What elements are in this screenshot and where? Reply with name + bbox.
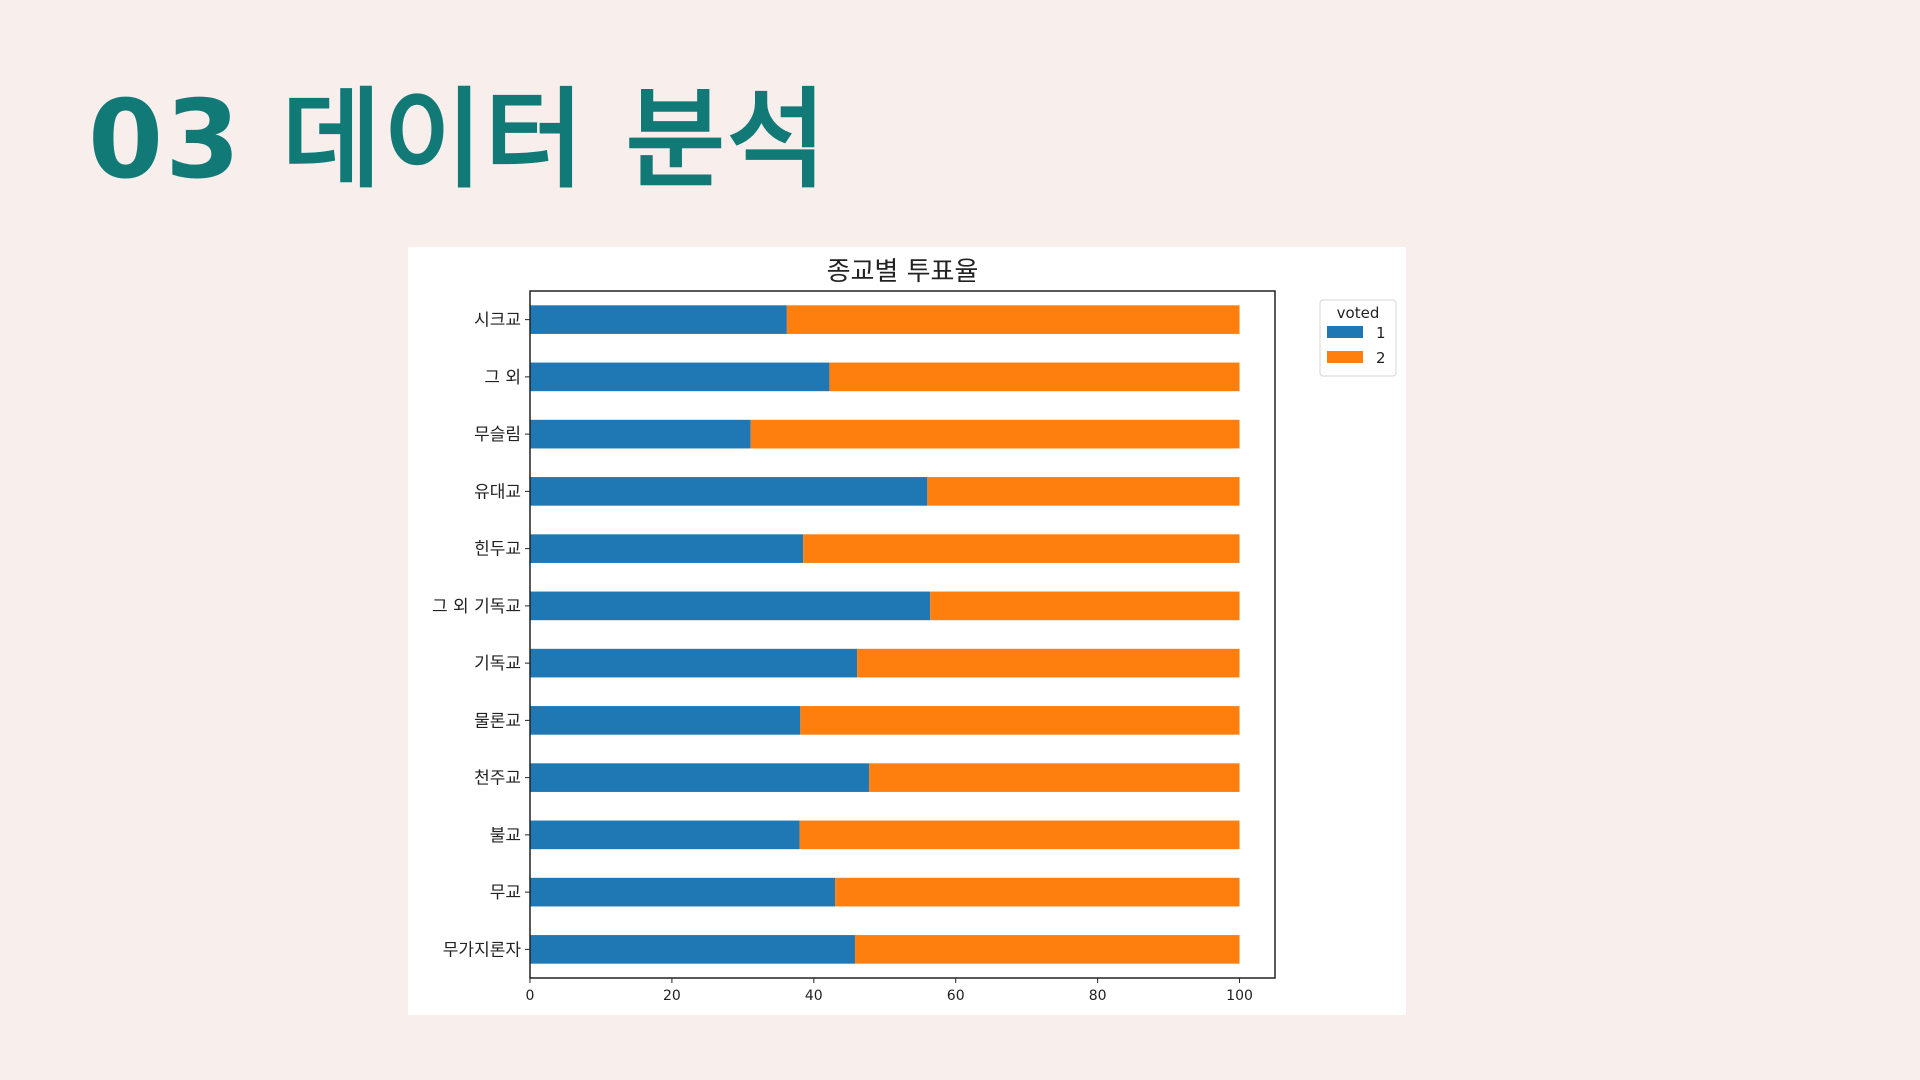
bar-segment-series-1 <box>530 534 804 563</box>
plot-frame <box>529 290 1276 979</box>
bar-segment-series-2 <box>835 877 1240 907</box>
chart-panel: 종교별 투표율 무가지론자 무교 불교 천주교 물론교 기독교 그 외 기독교 힌두교 유대교 무… <box>408 247 1406 1015</box>
bar-segment-series-2 <box>829 362 1240 392</box>
bar-segment-series-1 <box>530 820 800 850</box>
slide-title: 03 데이터 분석 <box>88 78 829 203</box>
bar-segment-series-2 <box>854 935 1240 964</box>
bar-segment-series-1 <box>530 305 787 334</box>
x-tick-label: 0 <box>526 988 535 1004</box>
x-tick-label: 40 <box>805 988 823 1004</box>
bar-segment-series-1 <box>530 648 858 678</box>
category-label: 무교 <box>490 883 521 903</box>
legend-title: voted <box>1337 304 1380 322</box>
bar-segment-series-1 <box>530 419 751 449</box>
category-label: 그 외 기독교 <box>432 597 521 617</box>
bar-segment-series-2 <box>799 820 1240 850</box>
bars-layer <box>530 305 1240 964</box>
bar-segment-series-2 <box>800 706 1240 735</box>
x-tick-label: 80 <box>1089 988 1107 1004</box>
category-label: 물론교 <box>474 711 521 731</box>
x-tick-label: 100 <box>1226 988 1253 1004</box>
bar-segment-series-1 <box>530 877 836 907</box>
bar-segment-series-2 <box>869 763 1240 792</box>
legend-swatch <box>1327 326 1363 338</box>
y-axis-labels: 무가지론자 무교 불교 천주교 물론교 기독교 그 외 기독교 힌두교 유대교 무슬림 그 외 시크교 <box>432 311 530 960</box>
bar-segment-series-2 <box>927 477 1240 506</box>
legend-label: 1 <box>1376 324 1386 342</box>
bar-segment-series-1 <box>530 935 855 964</box>
bar-segment-series-1 <box>530 362 830 392</box>
legend: voted 1 2 <box>1319 299 1397 377</box>
bar-segment-series-2 <box>803 534 1240 563</box>
x-tick-label: 20 <box>663 988 681 1004</box>
category-label: 시크교 <box>474 311 521 331</box>
bar-segment-series-2 <box>930 591 1240 621</box>
category-label: 무슬림 <box>474 425 521 445</box>
bar-segment-series-1 <box>530 706 801 735</box>
category-label: 그 외 <box>484 368 521 388</box>
bar-segment-series-2 <box>857 648 1240 678</box>
category-label: 유대교 <box>474 482 521 502</box>
x-tick-label: 60 <box>947 988 965 1004</box>
category-label: 천주교 <box>474 769 521 789</box>
category-label: 무가지론자 <box>443 940 522 960</box>
x-axis: 0 20 40 60 80 100 <box>526 978 1253 1004</box>
category-label: 기독교 <box>474 654 521 674</box>
legend-label: 2 <box>1376 349 1386 367</box>
category-label: 힌두교 <box>474 540 521 560</box>
bar-segment-series-2 <box>750 419 1240 449</box>
bar-segment-series-1 <box>530 763 870 792</box>
bar-segment-series-1 <box>530 477 928 506</box>
legend-swatch <box>1327 351 1363 363</box>
category-label: 불교 <box>490 826 521 846</box>
chart-title: 종교별 투표율 <box>827 257 979 287</box>
bar-segment-series-2 <box>786 305 1240 334</box>
bar-segment-series-1 <box>530 591 931 621</box>
